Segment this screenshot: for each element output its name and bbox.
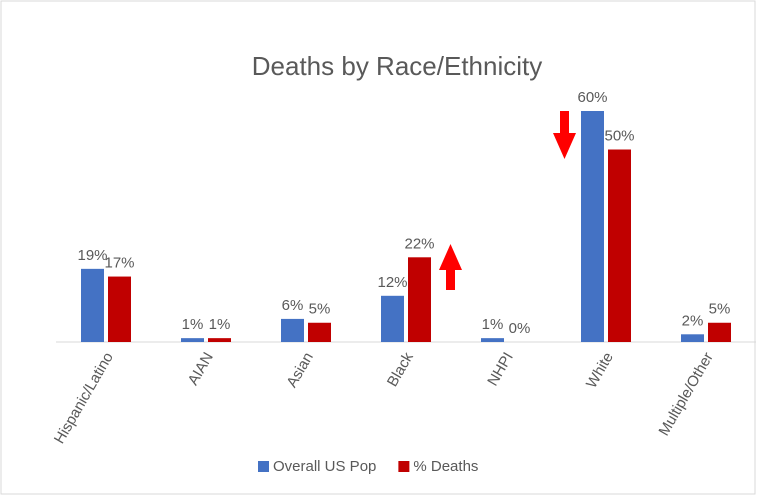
bar bbox=[608, 149, 631, 342]
value-label: 17% bbox=[104, 255, 134, 272]
legend-label: % Deaths bbox=[413, 458, 478, 475]
legend-label: Overall US Pop bbox=[273, 458, 376, 475]
bar bbox=[81, 268, 104, 342]
value-label: 2% bbox=[682, 312, 704, 329]
bar bbox=[408, 257, 431, 342]
value-label: 12% bbox=[377, 274, 407, 291]
value-label: 0% bbox=[509, 320, 531, 337]
value-label: 22% bbox=[404, 235, 434, 252]
up-arrow bbox=[439, 244, 462, 290]
value-label: 1% bbox=[209, 316, 231, 333]
bar bbox=[308, 322, 331, 342]
legend-swatch bbox=[258, 461, 269, 472]
legend-swatch bbox=[398, 461, 410, 472]
value-label: 60% bbox=[577, 89, 607, 106]
bar bbox=[208, 338, 231, 342]
value-label: 19% bbox=[77, 247, 107, 264]
value-label: 50% bbox=[604, 127, 634, 144]
value-label: 1% bbox=[482, 316, 504, 333]
bar bbox=[381, 295, 404, 342]
down-arrow bbox=[553, 111, 576, 159]
bar bbox=[108, 276, 131, 342]
chart-title: Deaths by Race/Ethnicity bbox=[252, 51, 542, 81]
bar bbox=[181, 338, 204, 342]
bar bbox=[481, 338, 504, 342]
bar bbox=[708, 322, 731, 342]
value-label: 5% bbox=[309, 301, 331, 318]
bar bbox=[681, 334, 704, 342]
value-label: 1% bbox=[182, 316, 204, 333]
bar bbox=[581, 111, 604, 342]
value-label: 5% bbox=[709, 301, 731, 318]
bar bbox=[281, 318, 304, 342]
value-label: 6% bbox=[282, 297, 304, 314]
